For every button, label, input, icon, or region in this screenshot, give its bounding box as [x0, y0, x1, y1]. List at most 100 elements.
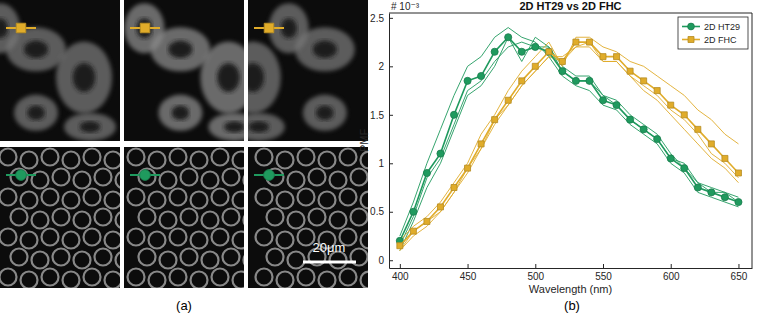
tick-mark [671, 264, 672, 268]
cell-ring [128, 149, 145, 166]
nucleus [248, 121, 269, 132]
nucleus [248, 63, 264, 92]
cell-ring [309, 209, 326, 226]
marker [735, 170, 741, 176]
tick-mark [389, 115, 393, 116]
cell-ring [63, 232, 80, 249]
plot-background [389, 13, 752, 268]
cell-ring [160, 252, 177, 269]
tissue-blob [124, 3, 164, 53]
marker [492, 117, 498, 123]
tick: 1.5 [370, 110, 393, 121]
cell-ring [42, 269, 59, 286]
axis-line [389, 14, 390, 269]
tick-label: 2 [378, 61, 384, 72]
marker [708, 189, 715, 196]
frame-line [752, 13, 753, 268]
cell-ring [32, 252, 49, 269]
cell-ring [181, 169, 198, 186]
marker [465, 165, 471, 171]
cell-ring [21, 192, 38, 209]
cell-ring [223, 169, 240, 186]
cell-ring [63, 272, 80, 289]
cell-ring [95, 169, 112, 186]
tick-label: 650 [731, 271, 748, 282]
tissue-blob [248, 113, 285, 141]
image-tile [248, 0, 368, 141]
cell-ring [116, 172, 121, 189]
marker [478, 72, 485, 79]
legend-label: 2D FHC [704, 35, 737, 45]
tissue-blob [158, 95, 202, 131]
cell-ring [139, 209, 156, 226]
tile-background [0, 147, 120, 288]
cell-ring [267, 209, 284, 226]
scale-bar [303, 261, 356, 264]
y-axis: 00.511.522.5 [370, 13, 393, 269]
marker [424, 218, 430, 224]
marker [397, 243, 403, 249]
tick-mark [535, 264, 536, 268]
cell-ring [149, 272, 166, 289]
marker [559, 68, 566, 75]
tissue-blob [64, 113, 116, 141]
tick-label: 600 [663, 271, 680, 282]
marker [600, 54, 606, 60]
tissue-blob [303, 95, 347, 131]
legend: 2D HT292D FHC [678, 17, 748, 49]
cell-ring [128, 229, 145, 246]
tick: 650 [731, 264, 748, 282]
cell-ring [277, 232, 294, 249]
marker [654, 135, 661, 142]
cell-ring [105, 152, 121, 169]
tick-label: 500 [527, 271, 544, 282]
cell-ring [128, 269, 145, 286]
axis-line [390, 268, 753, 269]
cell-ring [95, 209, 112, 226]
marker [572, 77, 579, 84]
cell-ring [84, 149, 101, 166]
cell-ring [11, 249, 28, 266]
cell-ring [63, 152, 80, 169]
image-panels [0, 0, 389, 289]
tick-label: 0 [378, 255, 384, 266]
tick-mark [400, 264, 401, 268]
marker [423, 169, 430, 176]
marker [681, 112, 687, 118]
cell-ring [170, 269, 187, 286]
cell-ring [330, 172, 347, 189]
tick-mark [389, 66, 393, 67]
marker [613, 102, 620, 109]
tissue-blob [14, 95, 58, 131]
panel-icon-marker [264, 170, 275, 181]
panel-label: (b) [564, 298, 580, 313]
cell-ring [202, 252, 219, 269]
marker [627, 116, 634, 123]
marker [586, 39, 592, 45]
nucleus [217, 63, 239, 92]
cell-ring [42, 149, 59, 166]
x-axis-title: Wavelength (nm) [529, 283, 612, 295]
tissue-blob [56, 42, 112, 114]
cell-ring [202, 212, 219, 229]
nucleus [224, 121, 244, 132]
legend-marker [688, 37, 694, 43]
cell-ring [233, 272, 245, 289]
cell-ring [11, 209, 28, 226]
marker [532, 63, 538, 69]
tissue-blob [248, 42, 281, 114]
tick-label: 450 [460, 271, 477, 282]
cell-ring [309, 169, 326, 186]
cell-ring [256, 149, 273, 166]
tile-background [124, 147, 244, 288]
image-tile [0, 0, 120, 141]
cell-ring [233, 192, 245, 209]
marker [518, 48, 525, 55]
tick-mark [389, 260, 393, 261]
plot-area [396, 28, 742, 251]
cell-ring [181, 249, 198, 266]
cell-ring [202, 172, 219, 189]
cell-ring [319, 272, 336, 289]
cell-ring [244, 172, 245, 189]
marker [695, 126, 701, 132]
